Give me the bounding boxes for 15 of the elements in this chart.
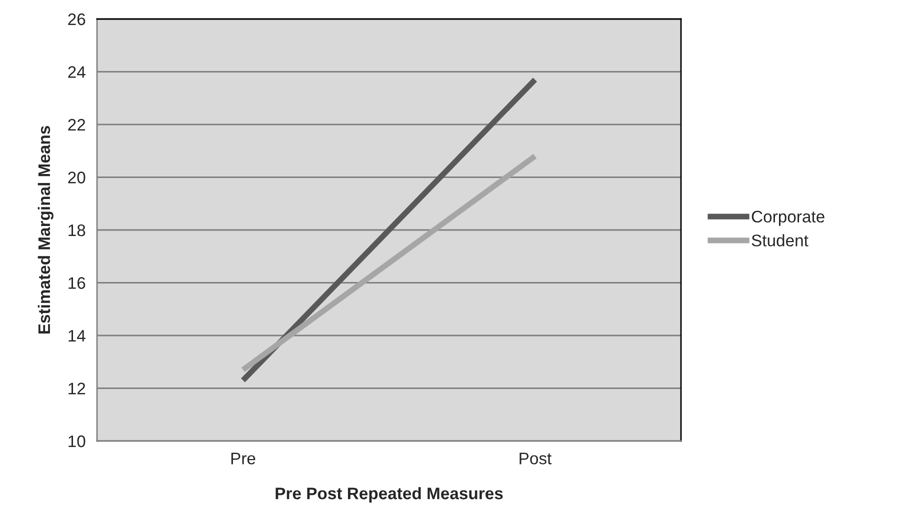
x-tick-label: Post <box>520 452 552 464</box>
y-tick-label: 12 <box>68 382 86 394</box>
x-axis-title: Pre Post Repeated Measures <box>276 487 503 503</box>
y-tick-label: 20 <box>68 172 86 184</box>
y-tick-label: 22 <box>68 118 86 131</box>
x-tick-label: Pre <box>231 452 256 464</box>
y-tick-label: 24 <box>68 66 86 78</box>
legend-label: Corporate <box>752 210 824 226</box>
y-tick-label: 10 <box>68 435 86 448</box>
y-tick-label: 16 <box>68 277 86 289</box>
legend-label: Student <box>752 234 808 246</box>
y-axis-title: Estimated Marginal Means <box>38 126 54 334</box>
y-tick-label: 14 <box>68 330 86 342</box>
y-tick-label: 26 <box>68 13 86 26</box>
y-tick-label: 18 <box>68 224 86 236</box>
